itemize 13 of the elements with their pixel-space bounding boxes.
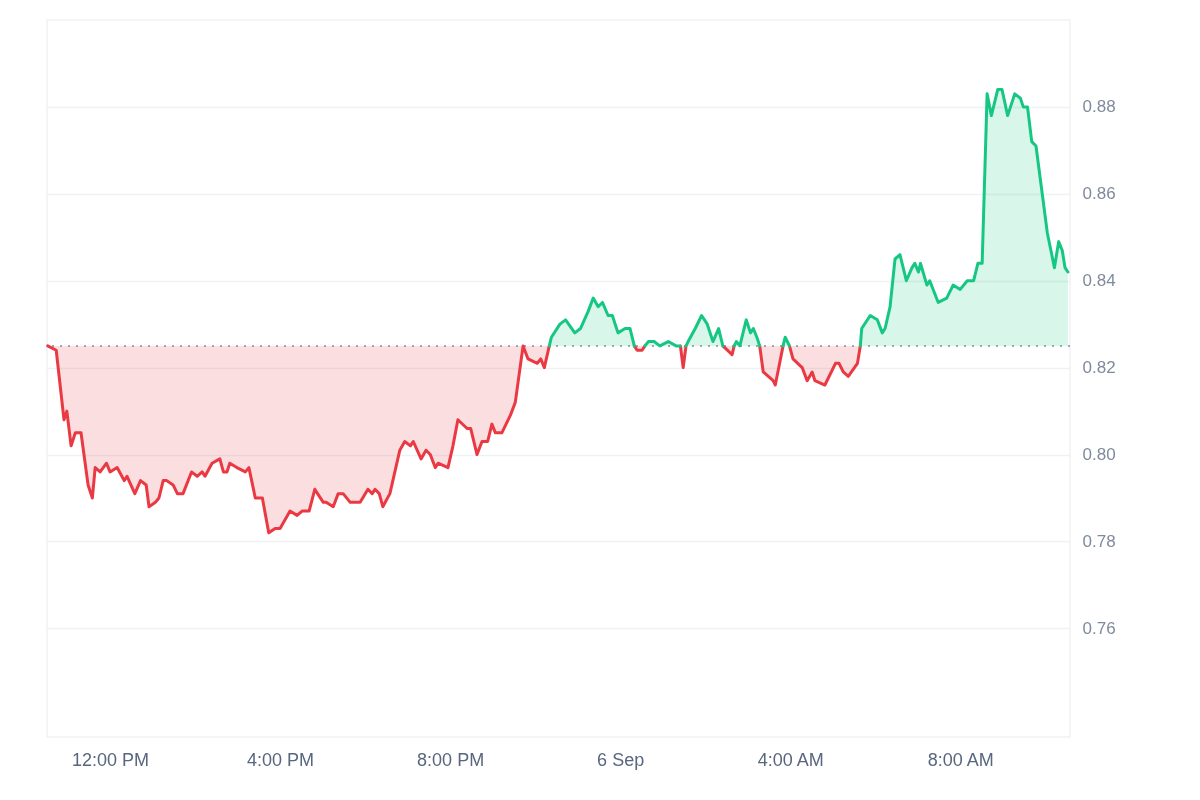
y-tick-label: 0.82 (1082, 358, 1116, 378)
y-tick-label: 0.78 (1082, 531, 1116, 551)
x-tick-label: 12:00 PM (72, 749, 150, 770)
x-tick-label: 6 Sep (597, 749, 645, 770)
x-tick-label: 8:00 AM (927, 749, 994, 770)
x-tick-label: 8:00 PM (417, 749, 485, 770)
y-tick-label: 0.86 (1082, 184, 1116, 204)
x-tick-label: 4:00 AM (757, 749, 824, 770)
y-tick-label: 0.88 (1082, 97, 1116, 117)
x-tick-label: 4:00 PM (247, 749, 315, 770)
y-tick-label: 0.84 (1082, 271, 1116, 291)
y-tick-label: 0.80 (1082, 445, 1116, 465)
y-tick-label: 0.76 (1082, 618, 1116, 638)
